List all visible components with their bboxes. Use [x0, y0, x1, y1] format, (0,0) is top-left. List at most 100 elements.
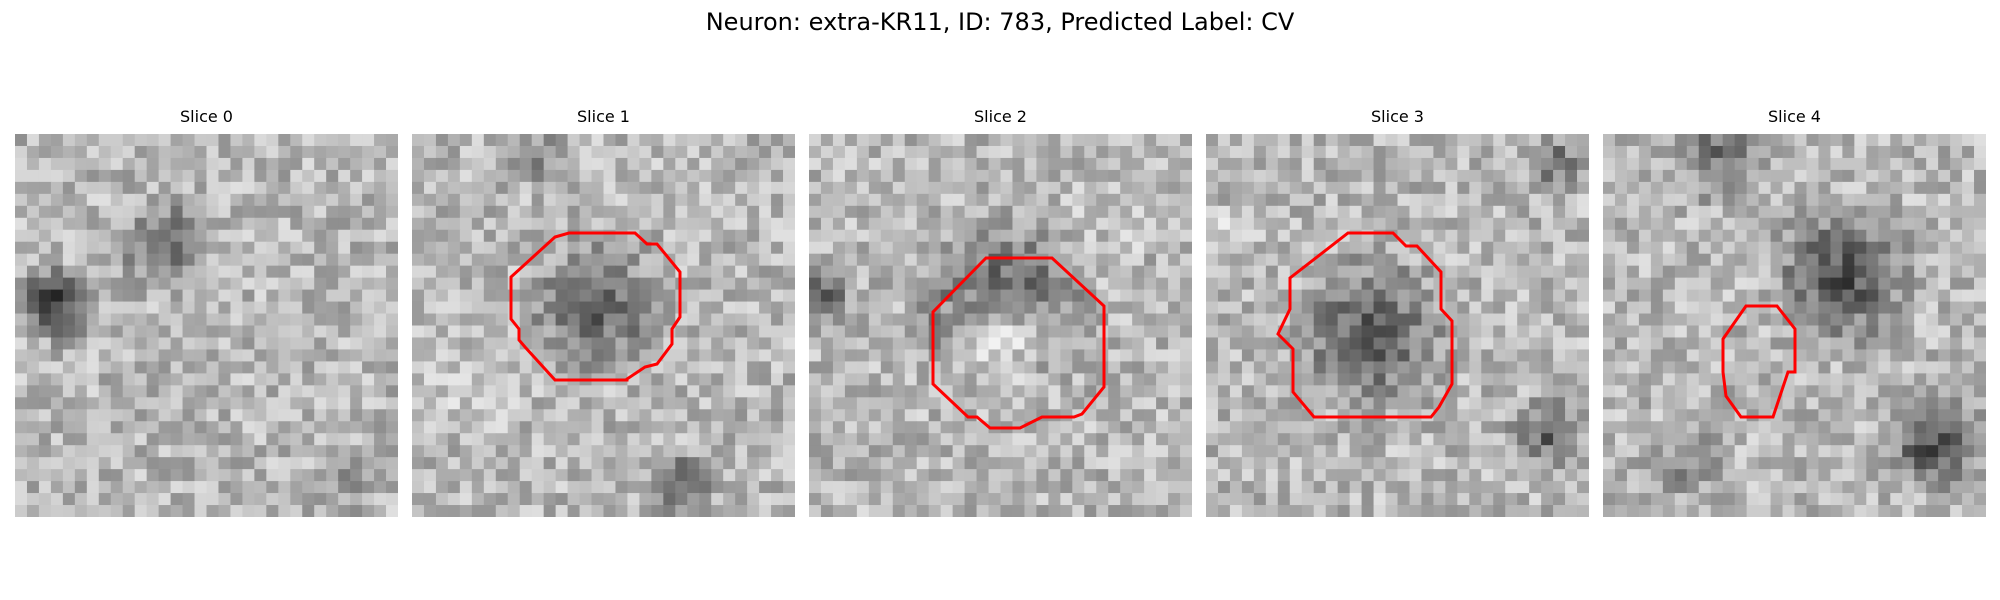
pixel-cell [1734, 145, 1748, 159]
pixel-cell [892, 289, 906, 303]
pixel-cell [278, 289, 291, 303]
pixel-cell [976, 301, 990, 315]
pixel-cell [1626, 169, 1640, 183]
pixel-cell [254, 205, 267, 219]
pixel-cell [1577, 313, 1589, 326]
pixel-cell [1746, 337, 1760, 350]
pixel-cell [230, 169, 243, 183]
pixel-cell [1553, 481, 1566, 494]
pixel-cell [290, 457, 303, 470]
pixel-cell [603, 469, 616, 482]
pixel-cell [1770, 265, 1784, 279]
pixel-cell [266, 241, 279, 255]
pixel-cell [278, 505, 291, 517]
pixel-cell [242, 229, 255, 243]
pixel-cell [1024, 181, 1037, 195]
pixel-cell [1650, 421, 1664, 434]
pixel-cell [976, 145, 990, 159]
pixel-cell [1409, 397, 1422, 410]
pixel-cell [916, 373, 930, 386]
pixel-cell [1433, 433, 1446, 446]
pixel-cell [1818, 193, 1831, 207]
pixel-cell [1722, 205, 1736, 219]
pixel-cell [1409, 505, 1422, 517]
pixel-cell [471, 433, 485, 446]
pixel-cell [687, 145, 700, 159]
pixel-cell [278, 301, 291, 315]
pixel-cell [1229, 349, 1243, 362]
pixel-cell [603, 433, 616, 446]
pixel-cell [1409, 265, 1422, 279]
pixel-cell [555, 493, 569, 506]
pixel-cell [543, 301, 557, 315]
pixel-cell [1096, 469, 1109, 482]
pixel-cell [1301, 385, 1315, 398]
pixel-cell [1349, 169, 1363, 183]
pixel-cell [699, 277, 712, 291]
pixel-cell [1180, 265, 1192, 279]
pixel-cell [495, 349, 509, 362]
pixel-cell [1650, 265, 1664, 279]
pixel-cell [1517, 181, 1530, 195]
pixel-cell [158, 301, 172, 315]
pixel-cell [1445, 445, 1458, 458]
pixel-cell [880, 241, 894, 255]
pixel-cell [1577, 134, 1589, 147]
pixel-cell [1012, 433, 1025, 446]
pixel-cell [170, 361, 184, 374]
pixel-cell [1397, 313, 1410, 326]
pixel-cell [1541, 361, 1554, 374]
pixel-cell [1974, 229, 1986, 243]
pixel-cell [134, 145, 148, 159]
pixel-cell [1782, 157, 1795, 171]
pixel-cell [519, 481, 533, 494]
pixel-cell [1794, 385, 1807, 398]
pixel-cell [1313, 181, 1327, 195]
pixel-cell [1842, 193, 1855, 207]
pixel-cell [266, 325, 279, 338]
pixel-cell [1313, 373, 1327, 386]
pixel-cell [170, 493, 184, 506]
pixel-cell [134, 337, 148, 350]
pixel-cell [254, 325, 267, 338]
pixel-cell [1217, 409, 1231, 422]
pixel-cell [579, 457, 593, 470]
pixel-cell [495, 313, 509, 326]
pixel-cell [1938, 193, 1951, 207]
pixel-cell [543, 433, 557, 446]
pixel-cell [1890, 325, 1903, 338]
pixel-cell [230, 134, 243, 147]
pixel-cell [1517, 134, 1530, 147]
pixel-cell [1698, 349, 1712, 362]
pixel-cell [1603, 241, 1616, 255]
pixel-cell [1337, 193, 1351, 207]
pixel-cell [1445, 505, 1458, 517]
pixel-cell [988, 313, 1001, 326]
pixel-cell [1409, 181, 1422, 195]
pixel-cell [1794, 229, 1807, 243]
pixel-cell [603, 301, 616, 315]
pixel-cell [1457, 253, 1470, 267]
pixel-cell [809, 229, 822, 243]
pixel-cell [1577, 145, 1589, 159]
pixel-cell [459, 337, 473, 350]
pixel-cell [809, 397, 822, 410]
pixel-cell [1890, 217, 1903, 231]
pixel-cell [278, 409, 291, 422]
pixel-cell [1120, 169, 1133, 183]
pixel-cell [988, 397, 1001, 410]
pixel-cell [495, 157, 509, 171]
pixel-cell [1481, 397, 1494, 410]
pixel-cell [1289, 409, 1303, 422]
pixel-cell [1313, 349, 1327, 362]
pixel-cell [844, 229, 858, 243]
pixel-cell [1565, 433, 1578, 446]
pixel-cell [1206, 445, 1219, 458]
pixel-cell [1493, 493, 1506, 506]
pixel-cell [266, 505, 279, 517]
pixel-cell [1313, 265, 1327, 279]
pixel-cell [1108, 481, 1121, 494]
pixel-cell [783, 457, 795, 470]
pixel-cell [1469, 397, 1482, 410]
pixel-cell [1277, 145, 1291, 159]
